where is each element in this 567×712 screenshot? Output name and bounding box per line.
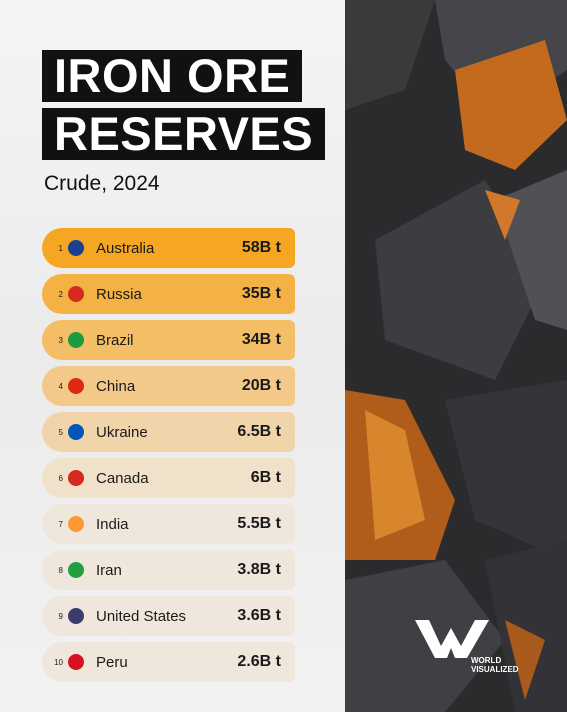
reserve-value: 34B t: [241, 331, 281, 348]
logo-text: WORLD: [471, 656, 502, 665]
rank: 10: [54, 657, 63, 667]
flag-icon: [68, 516, 84, 532]
logo-mark: [415, 620, 489, 658]
list-row: 8 Iran 3.8B t: [42, 550, 295, 590]
country-name: Brazil: [96, 331, 134, 349]
rank: 7: [58, 519, 63, 529]
country-name: United States: [96, 607, 187, 625]
list-row: 1 Australia 58B t: [42, 228, 295, 268]
rank: 2: [58, 289, 63, 299]
flag-icon: [68, 286, 84, 302]
rank: 3: [58, 335, 63, 345]
title-line: IRON ORE: [42, 50, 303, 102]
rank: 5: [58, 427, 63, 437]
list-row: 6 Canada 6B t: [42, 458, 295, 498]
list-row: 3 Brazil 34B t: [42, 320, 295, 360]
reserve-value: 2.6B t: [237, 653, 281, 670]
country-name: Canada: [96, 469, 149, 487]
rank: 4: [58, 381, 63, 391]
flag-icon: [68, 424, 84, 440]
reserve-value: 58B t: [241, 239, 281, 256]
list-row: 7 India 5.5B t: [42, 504, 295, 544]
reserve-value: 3.8B t: [237, 561, 281, 578]
country-name: Peru: [96, 653, 128, 671]
rank: 8: [58, 565, 63, 575]
reserve-value: 5.5B t: [237, 515, 281, 532]
flag-icon: [68, 470, 84, 486]
flag-icon: [68, 608, 84, 624]
reserve-value: 20B t: [241, 377, 281, 394]
reserve-value: 6B t: [250, 469, 281, 486]
country-name: China: [96, 377, 136, 395]
reserve-value: 3.6B t: [237, 607, 281, 624]
flag-icon: [68, 654, 84, 670]
flag-icon: [68, 378, 84, 394]
reserve-value: 35B t: [241, 285, 281, 302]
country-name: India: [96, 515, 129, 533]
country-name: Iran: [96, 561, 122, 579]
logo: WORLD VISUALIZED: [415, 612, 519, 674]
list-row: 10 Peru 2.6B t: [42, 642, 295, 682]
rank: 9: [58, 611, 63, 621]
list-row: 4 China 20B t: [42, 366, 295, 406]
country-name: Ukraine: [96, 423, 148, 441]
list-row: 2 Russia 35B t: [42, 274, 295, 314]
title-line: RESERVES: [42, 108, 326, 160]
country-name: Russia: [96, 285, 142, 303]
flag-icon: [68, 562, 84, 578]
flag-icon: [68, 240, 84, 256]
reserve-value: 6.5B t: [237, 423, 281, 440]
rank: 6: [58, 473, 63, 483]
flag-icon: [68, 332, 84, 348]
rank: 1: [58, 243, 63, 253]
subtitle: Crude, 2024: [44, 172, 160, 195]
list-row: 5 Ukraine 6.5B t: [42, 412, 295, 452]
rock-image: [345, 0, 567, 712]
country-name: Australia: [96, 239, 155, 257]
list-row: 9 United States 3.6B t: [42, 596, 295, 636]
logo-text: VISUALIZED: [471, 665, 519, 674]
